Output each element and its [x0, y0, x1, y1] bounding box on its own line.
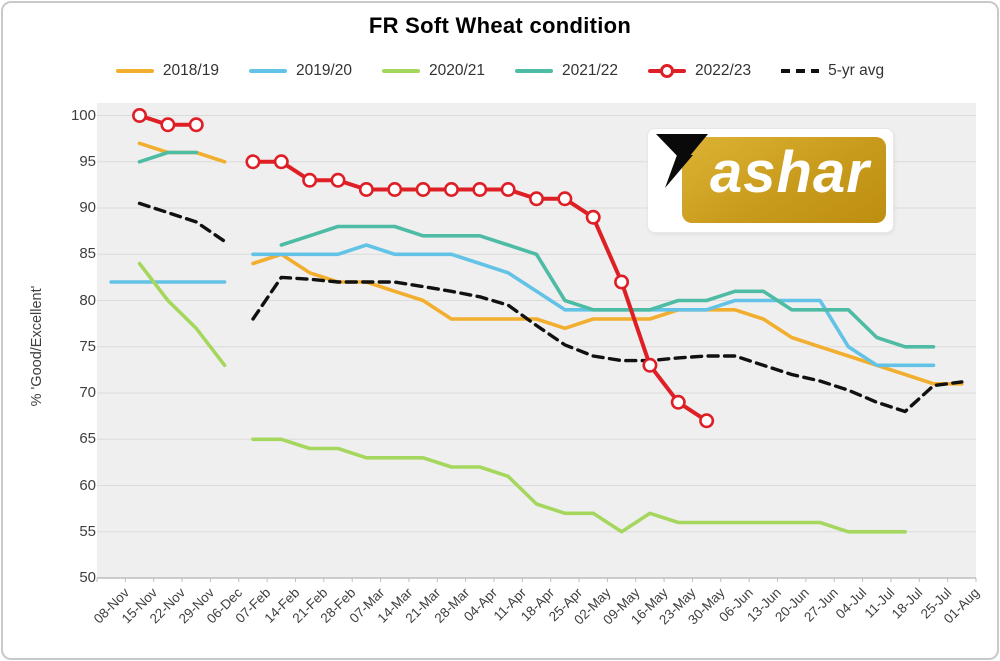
legend-item-2020-21: 2020/21 — [381, 62, 486, 80]
legend-line-swatch — [115, 69, 154, 73]
chart-legend: 2018/19 2019/20 2020/21 2021/22 2022/23 … — [0, 62, 1000, 80]
legend-line-swatch — [515, 69, 554, 73]
legend-line-swatch — [248, 69, 287, 73]
x-axis — [96, 577, 977, 582]
legend-item-2018-19: 2018/19 — [115, 62, 219, 80]
y-tick-label: 50 — [79, 569, 96, 586]
legend-label: 5-yr avg — [828, 62, 885, 79]
y-tick-label: 85 — [79, 245, 96, 263]
chart-title: FR Soft Wheat condition — [368, 13, 632, 38]
series-2020-21 — [137, 261, 907, 534]
yashar-logo-gold-panel: ashar — [682, 137, 886, 223]
y-tick-label: 70 — [79, 384, 96, 401]
yashar-logo: ashar — [648, 129, 893, 232]
legend-line-swatch — [381, 69, 420, 73]
legend-label: 2021/22 — [562, 62, 619, 79]
series-2021-22 — [137, 150, 936, 349]
y-tick-label: 90 — [79, 199, 96, 216]
y-axis-title: % 'Good/Excellent' — [29, 285, 45, 407]
legend-item-2019-20: 2019/20 — [248, 62, 352, 80]
y-tick-label: 60 — [79, 476, 96, 494]
y-tick-label: 65 — [79, 430, 96, 448]
y-tick-label: 80 — [79, 291, 96, 309]
yashar-logo-text: ashar — [710, 140, 870, 205]
y-tick-label: 100 — [70, 106, 96, 124]
series-5-yr-avg — [137, 201, 964, 414]
legend-label: 2018/19 — [162, 62, 219, 79]
legend-label: 2022/23 — [695, 62, 752, 79]
y-tick-label: 55 — [79, 522, 96, 540]
legend-item-2022-23: 2022/23 — [648, 62, 751, 80]
series-2022-23-markers — [132, 108, 715, 429]
yashar-logo-y-mark — [656, 134, 708, 188]
legend-line-swatch — [781, 68, 820, 74]
legend-item-5-yr-avg: 5-yr avg — [781, 62, 884, 80]
legend-label: 2019/20 — [295, 62, 352, 79]
y-tick-label: 75 — [79, 337, 96, 355]
legend-label: 2020/21 — [428, 62, 486, 79]
legend-item-2021-22: 2021/22 — [515, 62, 618, 80]
y-tick-label: 95 — [79, 152, 96, 170]
legend-marker-ring — [660, 64, 675, 78]
legend-line-swatch — [648, 64, 687, 78]
